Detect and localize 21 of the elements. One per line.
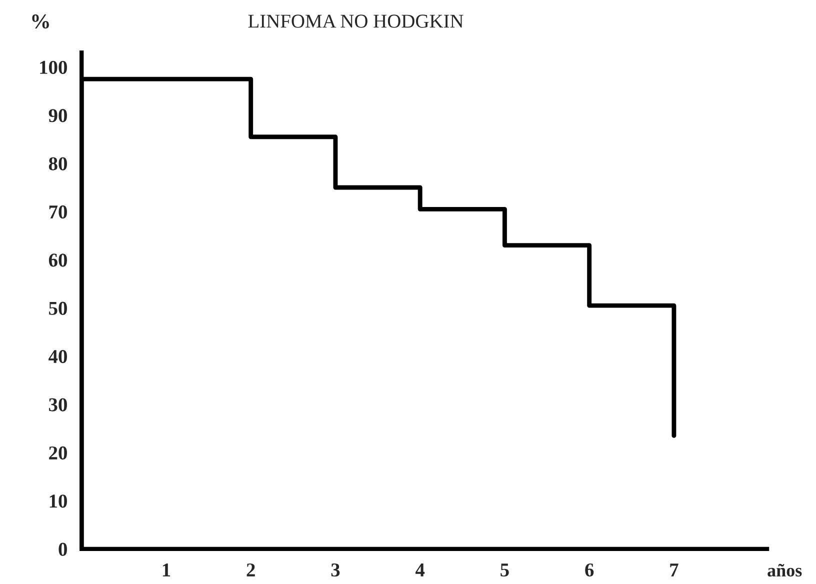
y-tick-label: 70 <box>49 205 67 219</box>
y-tick-label: 0 <box>58 542 67 556</box>
y-axis-title: % <box>32 14 49 29</box>
chart-title: LINFOMA NO HODGKIN <box>248 14 464 28</box>
y-tick-label: 60 <box>48 254 67 267</box>
y-tick-label: 10 <box>50 494 67 508</box>
x-tick-label: 3 <box>331 563 340 577</box>
x-tick-label: 1 <box>162 564 170 576</box>
y-tick-label: 50 <box>49 302 67 315</box>
x-tick-label: 5 <box>500 564 509 577</box>
y-tick-label: 90 <box>48 109 67 122</box>
x-tick-label: 6 <box>585 563 594 577</box>
x-tick-label: 4 <box>415 564 425 576</box>
x-tick-label: 7 <box>670 564 678 576</box>
y-tick-label: 40 <box>48 350 67 364</box>
x-axis-title: años <box>768 564 802 577</box>
y-tick-label: 80 <box>48 157 67 170</box>
x-tick-label: 2 <box>246 563 255 576</box>
y-tick-label: 100 <box>40 60 67 74</box>
y-tick-label: 20 <box>49 446 67 460</box>
y-tick-label: 30 <box>49 398 67 412</box>
